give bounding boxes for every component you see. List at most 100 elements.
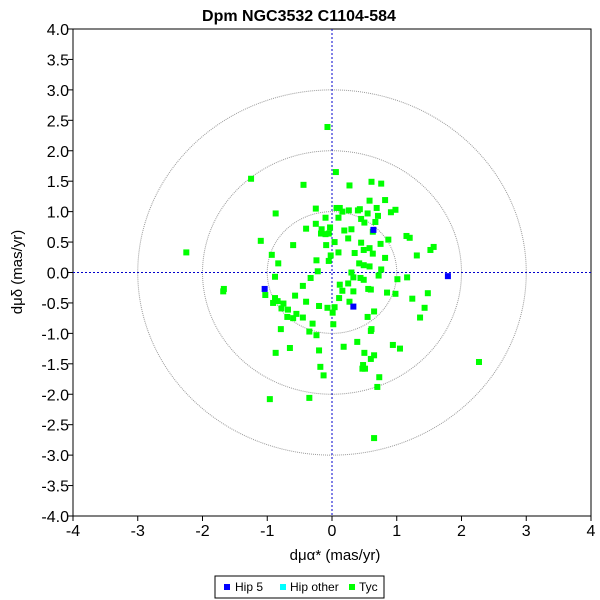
- point-tyc: [314, 268, 321, 275]
- point-tyc: [292, 292, 299, 299]
- point-tyc: [277, 326, 284, 333]
- y-tick-label: 2.0: [47, 144, 69, 161]
- point-tyc: [361, 219, 368, 226]
- point-tyc: [339, 287, 346, 294]
- point-tyc: [312, 220, 319, 227]
- point-tyc: [262, 292, 269, 299]
- point-tyc: [325, 257, 332, 264]
- point-tyc: [336, 295, 343, 302]
- point-tyc: [318, 226, 325, 233]
- point-tyc: [324, 304, 331, 311]
- point-tyc: [272, 295, 279, 302]
- point-tyc: [336, 204, 343, 211]
- x-tick-label: 2: [457, 523, 466, 540]
- point-tyc: [377, 240, 384, 247]
- point-tyc: [183, 249, 190, 256]
- point-tyc: [350, 288, 357, 295]
- y-tick-label: 1.0: [47, 205, 69, 222]
- point-tyc: [366, 197, 373, 204]
- point-tyc: [268, 251, 275, 258]
- y-tick-label: 0.0: [47, 266, 69, 283]
- point-tyc: [336, 281, 343, 288]
- point-tyc: [280, 300, 287, 307]
- x-tick-label: -4: [66, 523, 80, 540]
- y-tick-label: 2.5: [47, 113, 69, 130]
- x-tick-label: 3: [522, 523, 531, 540]
- point-tyc: [371, 308, 378, 315]
- zero-axes: [73, 29, 591, 516]
- point-tyc: [339, 208, 346, 215]
- point-tyc: [330, 321, 337, 328]
- point-tyc: [396, 345, 403, 352]
- point-tyc: [382, 254, 389, 261]
- chart-title: Dpm NGC3532 C1104-584: [202, 8, 396, 25]
- point-tyc: [322, 231, 329, 238]
- point-tyc: [430, 243, 437, 250]
- point-tyc: [374, 383, 381, 390]
- point-tyc: [364, 313, 371, 320]
- point-tyc: [385, 236, 392, 243]
- point-tyc: [272, 210, 279, 217]
- legend-box: [214, 575, 385, 599]
- point-tyc: [312, 205, 319, 212]
- legend-swatch-hip-other: [280, 584, 286, 590]
- legend-swatch-hip5: [224, 584, 230, 590]
- point-tyc: [364, 210, 371, 217]
- y-tick-label: 3.0: [47, 83, 69, 100]
- point-tyc: [359, 365, 366, 372]
- point-tyc: [345, 235, 352, 242]
- y-axis-label: dμδ (mas/yr): [9, 230, 26, 315]
- point-tyc: [299, 282, 306, 289]
- point-tyc: [324, 124, 331, 131]
- point-tyc: [327, 224, 334, 231]
- point-tyc: [369, 250, 376, 257]
- point-tyc: [356, 260, 363, 267]
- y-tick-label: -4.0: [41, 509, 69, 526]
- point-tyc: [365, 285, 372, 292]
- point-tyc: [356, 206, 363, 213]
- point-tyc: [378, 180, 385, 187]
- point-tyc: [257, 237, 264, 244]
- point-tyc: [360, 246, 367, 253]
- point-tyc: [341, 227, 348, 234]
- point-tyc: [307, 274, 314, 281]
- point-tyc: [316, 302, 323, 309]
- point-tyc: [417, 314, 424, 321]
- point-tyc: [360, 276, 367, 283]
- x-axis-ticks: -4 -3 -2 -1 0 1 2 3 4: [66, 516, 596, 540]
- point-tyc: [404, 274, 411, 281]
- point-tyc: [278, 305, 285, 312]
- point-tyc: [329, 309, 336, 316]
- point-tyc: [358, 215, 365, 222]
- point-tyc: [378, 266, 385, 273]
- data-points: [183, 124, 482, 442]
- point-tyc: [376, 374, 383, 381]
- point-tyc: [322, 214, 329, 221]
- point-tyc: [357, 274, 364, 281]
- point-tyc: [372, 218, 379, 225]
- point-tyc: [406, 234, 413, 241]
- point-tyc: [266, 396, 273, 403]
- point-tyc: [346, 182, 353, 189]
- point-tyc: [323, 242, 330, 249]
- y-tick-label: -1.5: [41, 357, 69, 374]
- x-tick-label: -2: [195, 523, 209, 540]
- x-tick-label: -3: [131, 523, 145, 540]
- y-tick-label: -3.5: [41, 479, 69, 496]
- point-tyc: [335, 249, 342, 256]
- point-tyc: [421, 304, 428, 311]
- point-tyc: [360, 262, 367, 269]
- point-tyc: [348, 226, 355, 233]
- point-hip-5: [350, 303, 357, 310]
- point-hip-5: [261, 285, 268, 292]
- point-tyc: [309, 320, 316, 327]
- point-tyc: [284, 313, 291, 320]
- legend-label-hip-other: Hip other: [290, 580, 339, 594]
- point-tyc: [361, 349, 368, 356]
- y-tick-label: 0.5: [47, 235, 69, 252]
- point-tyc: [248, 175, 255, 182]
- point-tyc: [331, 239, 338, 246]
- point-tyc: [317, 230, 324, 237]
- point-tyc: [413, 252, 420, 259]
- point-tyc: [300, 181, 307, 188]
